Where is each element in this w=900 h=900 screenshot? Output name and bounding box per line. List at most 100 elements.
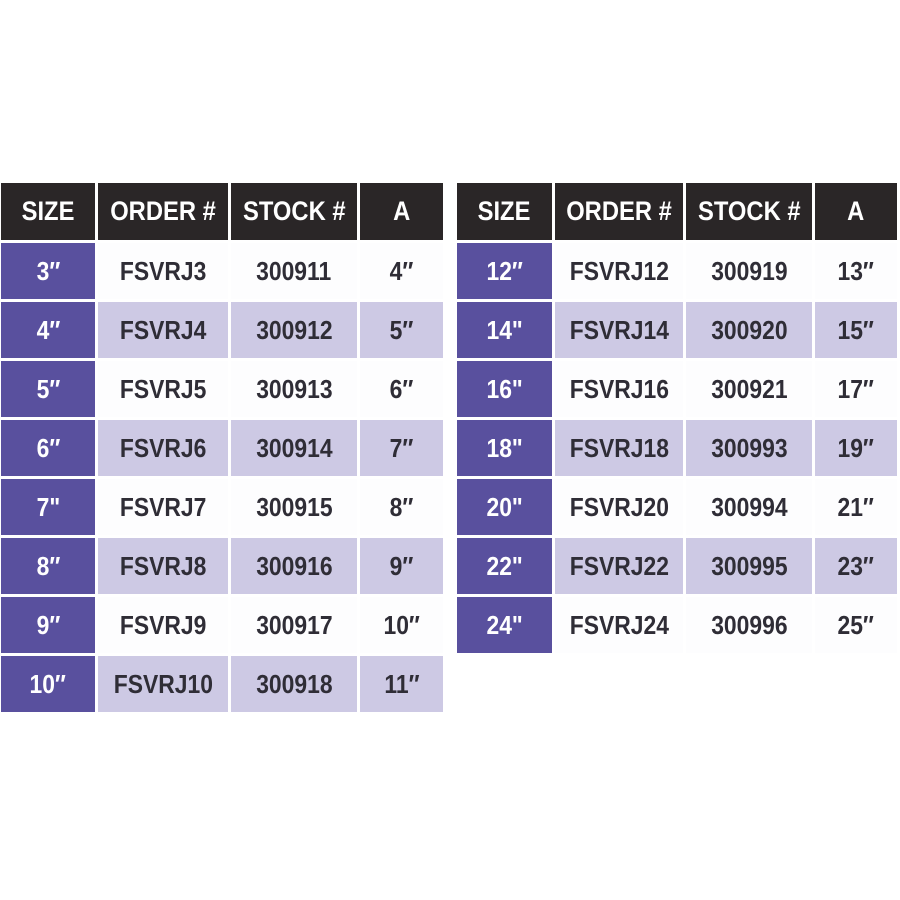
size-cell-label: 14" [486, 314, 523, 345]
a-cell: 13″ [815, 243, 897, 299]
a-cell: 5″ [360, 302, 443, 358]
a-cell: 23″ [815, 538, 897, 594]
size-cell: 5″ [1, 361, 95, 417]
header-cell: SIZE [457, 183, 552, 240]
size-cell: 6″ [1, 420, 95, 476]
order-cell-label: FSVRJ12 [569, 255, 669, 286]
order-cell: FSVRJ9 [98, 597, 228, 653]
stock-cell-label: 300917 [255, 609, 333, 640]
header-cell: ORDER # [555, 183, 683, 240]
a-cell: 6″ [360, 361, 443, 417]
order-cell-label: FSVRJ10 [113, 668, 213, 699]
stock-cell-label: 300911 [256, 255, 332, 286]
size-cell-label: 10″ [29, 668, 67, 699]
header-cell-label: A [847, 196, 865, 226]
stock-cell-label: 300993 [710, 432, 788, 463]
a-cell: 10″ [360, 597, 443, 653]
a-cell-label: 11″ [383, 668, 420, 699]
a-cell: 7″ [360, 420, 443, 476]
stock-cell: 300912 [231, 302, 357, 358]
order-cell-label: FSVRJ18 [569, 432, 669, 463]
size-cell: 20" [457, 479, 552, 535]
stock-cell: 300996 [686, 597, 812, 653]
stock-cell-label: 300920 [710, 314, 788, 345]
a-cell-label: 21″ [837, 491, 875, 522]
order-cell: FSVRJ14 [555, 302, 683, 358]
size-cell-label: 3″ [36, 255, 60, 286]
size-cell-label: 9″ [36, 609, 60, 640]
a-cell-label: 9″ [389, 550, 414, 581]
stock-cell-label: 300919 [710, 255, 788, 286]
order-cell: FSVRJ5 [98, 361, 228, 417]
size-cell-label: 5″ [36, 373, 60, 404]
a-cell-label: 8″ [389, 491, 414, 522]
order-cell: FSVRJ16 [555, 361, 683, 417]
a-cell-label: 10″ [383, 609, 420, 640]
stock-cell: 300916 [231, 538, 357, 594]
header-cell-label: STOCK # [242, 196, 346, 226]
stock-cell-label: 300994 [710, 491, 788, 522]
size-cell-label: 7" [36, 491, 60, 522]
size-cell: 12″ [457, 243, 552, 299]
order-cell: FSVRJ24 [555, 597, 683, 653]
stock-cell: 300919 [686, 243, 812, 299]
stock-cell: 300915 [231, 479, 357, 535]
order-cell: FSVRJ3 [98, 243, 228, 299]
order-cell-label: FSVRJ8 [119, 550, 207, 581]
a-cell-label: 15″ [837, 314, 875, 345]
a-cell: 21″ [815, 479, 897, 535]
order-cell-label: FSVRJ24 [569, 609, 669, 640]
header-cell-label: SIZE [21, 196, 75, 226]
size-cell-label: 24" [486, 609, 523, 640]
stock-cell: 300921 [686, 361, 812, 417]
order-cell-label: FSVRJ7 [119, 491, 207, 522]
size-cell: 22" [457, 538, 552, 594]
size-cell: 14" [457, 302, 552, 358]
header-cell: STOCK # [686, 183, 812, 240]
spec-table-right: SIZE ORDER # STOCK # A 12″ FSVRJ12 300919 13″ 14… [457, 183, 897, 653]
a-cell: 8″ [360, 479, 443, 535]
header-cell: ORDER # [98, 183, 228, 240]
a-cell-label: 4″ [389, 255, 414, 286]
order-cell: FSVRJ8 [98, 538, 228, 594]
header-cell-label: SIZE [478, 196, 531, 226]
order-cell-label: FSVRJ14 [569, 314, 669, 345]
stock-cell-label: 300916 [255, 550, 333, 581]
order-cell-label: FSVRJ22 [569, 550, 669, 581]
size-cell-label: 6″ [36, 432, 60, 463]
a-cell-label: 7″ [389, 432, 414, 463]
a-cell-label: 19″ [837, 432, 875, 463]
order-cell-label: FSVRJ16 [569, 373, 669, 404]
size-cell: 8″ [1, 538, 95, 594]
size-cell: 4″ [1, 302, 95, 358]
size-cell: 24" [457, 597, 552, 653]
order-cell-label: FSVRJ9 [119, 609, 207, 640]
size-cell: 3″ [1, 243, 95, 299]
order-cell: FSVRJ20 [555, 479, 683, 535]
header-cell: STOCK # [231, 183, 357, 240]
header-cell-label: ORDER # [110, 196, 216, 226]
stock-cell-label: 300996 [710, 609, 788, 640]
a-cell-label: 5″ [389, 314, 414, 345]
a-cell-label: 6″ [389, 373, 414, 404]
stock-cell-label: 300912 [255, 314, 333, 345]
a-cell: 11″ [360, 656, 443, 712]
spec-table-left: SIZE ORDER # STOCK # A 3″ FSVRJ3 300911 4″ 4″ FSV… [1, 183, 443, 712]
order-cell-label: FSVRJ20 [569, 491, 669, 522]
order-cell-label: FSVRJ3 [119, 255, 207, 286]
stock-cell: 300920 [686, 302, 812, 358]
stock-cell-label: 300995 [710, 550, 788, 581]
a-cell-label: 17″ [837, 373, 875, 404]
size-cell: 7" [1, 479, 95, 535]
size-cell-label: 4″ [36, 314, 60, 345]
size-cell-label: 20" [486, 491, 523, 522]
order-cell: FSVRJ12 [555, 243, 683, 299]
header-cell: SIZE [1, 183, 95, 240]
size-cell: 18" [457, 420, 552, 476]
size-cell: 16" [457, 361, 552, 417]
header-cell-label: ORDER # [566, 196, 672, 226]
stock-cell: 300993 [686, 420, 812, 476]
a-cell: 19″ [815, 420, 897, 476]
size-cell: 10″ [1, 656, 95, 712]
